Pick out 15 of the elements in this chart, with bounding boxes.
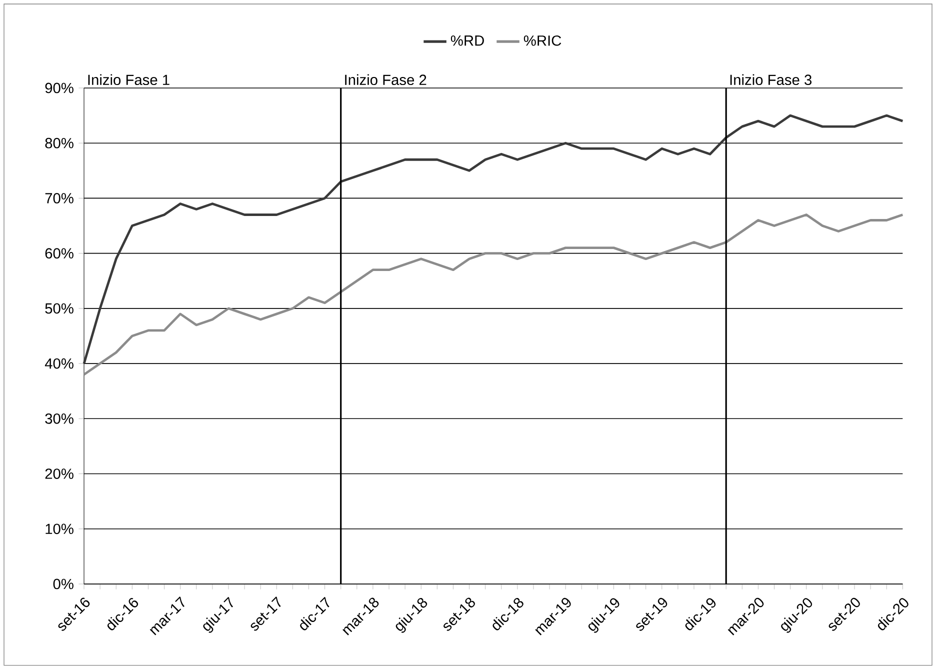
y-tick-label: 60% [45,248,74,258]
y-tick-label: 70% [45,192,74,204]
y-tick-label: 0% [53,578,74,590]
legend-label: %RIC [524,35,562,46]
y-tick-label: 80% [45,138,74,148]
ref-line-label: Inizio Fase 2 [345,74,426,85]
legend-label: %RD [450,35,484,46]
y-tick-label: 20% [45,468,74,479]
y-tick-label: 50% [45,303,74,314]
y-tick-label: 90% [45,82,74,94]
ref-line-label: Inizio Fase 3 [730,74,812,85]
text: Inizio Fase 1 [88,74,170,85]
y-tick-label: 30% [45,413,74,424]
y-tick-label: 40% [44,358,74,369]
y-tick-label: 10% [46,524,74,534]
